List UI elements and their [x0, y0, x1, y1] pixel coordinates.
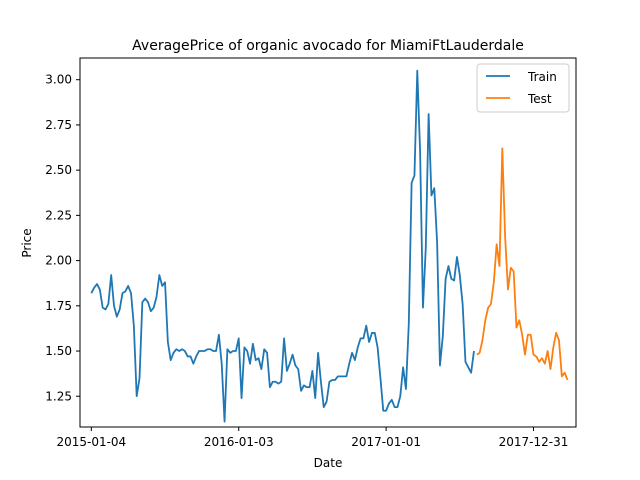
y-tick-label: 2.75 [45, 118, 72, 132]
legend: Train Test [476, 63, 570, 113]
y-tick-label: 1.50 [45, 344, 72, 358]
y-tick-label: 1.75 [45, 299, 72, 313]
x-tick-label: 2015-01-04 [56, 435, 126, 449]
x-tick-label: 2017-01-01 [351, 435, 421, 449]
legend-test-label: Test [527, 92, 552, 106]
chart-title: AveragePrice of organic avocado for Miam… [132, 38, 524, 54]
y-axis-ticks: 1.25 1.50 1.75 2.00 2.25 2.50 2.75 3.00 [45, 73, 80, 403]
series-layer [90, 69, 569, 423]
x-axis-ticks: 2015-01-04 2016-01-03 2017-01-01 2017-12-31 [56, 427, 568, 449]
y-tick-label: 3.00 [45, 73, 72, 87]
y-tick-label: 2.25 [45, 208, 72, 222]
x-tick-label: 2017-12-31 [499, 435, 569, 449]
series-line-train [90, 69, 475, 423]
legend-train-label: Train [527, 70, 557, 84]
y-tick-label: 2.00 [45, 254, 72, 268]
y-axis-label: Price [20, 228, 34, 257]
x-axis-label: Date [314, 456, 343, 470]
series-line-test [476, 147, 569, 381]
axes-frame [79, 57, 577, 428]
y-tick-label: 1.25 [45, 389, 72, 403]
y-tick-label: 2.50 [45, 163, 72, 177]
plot-area [80, 58, 576, 427]
x-tick-label: 2016-01-03 [204, 435, 274, 449]
